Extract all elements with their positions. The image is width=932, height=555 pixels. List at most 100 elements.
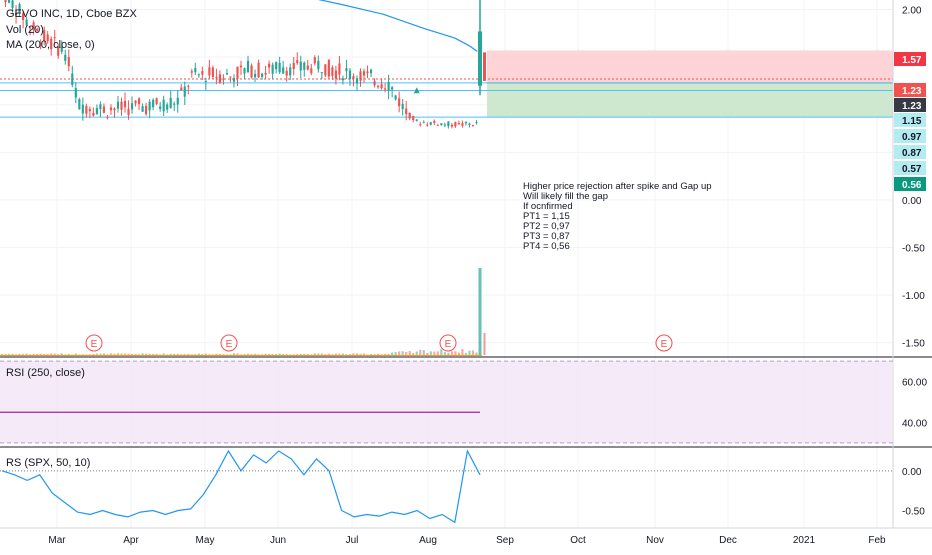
volume-bar xyxy=(29,354,32,355)
price-label-text: 1.23 xyxy=(902,101,922,112)
candle-body xyxy=(292,62,295,70)
annotation-line: Will likely fill the gap xyxy=(523,191,608,202)
candle-body xyxy=(166,104,169,110)
candle-body xyxy=(67,57,70,67)
volume-bar xyxy=(25,353,28,355)
volume-bar xyxy=(320,353,323,355)
candle-body xyxy=(433,120,436,123)
last-candle-body xyxy=(483,52,486,81)
candles xyxy=(4,0,486,129)
candle-body xyxy=(187,85,190,87)
candle-body xyxy=(18,4,21,13)
earnings-marker xyxy=(220,334,238,352)
rsi-tick-label: 40.00 xyxy=(902,418,927,429)
candle-body xyxy=(29,27,32,29)
rs-line xyxy=(1,449,481,524)
volume-bar xyxy=(355,353,359,355)
volume-bar xyxy=(222,354,225,355)
volume-bar xyxy=(391,352,394,355)
volume-bar xyxy=(187,353,190,355)
time-tick-label: Sep xyxy=(496,535,514,546)
volume-bar xyxy=(190,354,193,355)
candle-body xyxy=(145,105,148,115)
volume-bar xyxy=(260,354,264,355)
candle-body xyxy=(127,108,130,116)
ma-line xyxy=(318,0,478,52)
price-label-text: 1.15 xyxy=(902,116,922,127)
volume-bar xyxy=(39,353,42,355)
volume-bar xyxy=(278,353,281,355)
candle-body xyxy=(366,71,369,74)
rsi-title: RSI (250, close) xyxy=(6,367,85,379)
price-label-text: 0.56 xyxy=(902,180,922,191)
volume-bar xyxy=(289,354,292,355)
volume-bar xyxy=(14,354,18,355)
time-tick-label: Jul xyxy=(346,535,359,546)
price-label-box xyxy=(894,83,926,97)
price-label-box xyxy=(894,145,926,159)
candle-body xyxy=(46,34,49,42)
volume-bar xyxy=(345,354,348,355)
volume-bar xyxy=(43,353,46,355)
time-tick-label: 2021 xyxy=(793,535,816,546)
volume-bar xyxy=(201,354,204,355)
indicator-ma-label: MA (200, close, 0) xyxy=(6,39,95,51)
signal-triangle xyxy=(413,87,420,94)
volume-bar xyxy=(447,352,450,355)
candle-body xyxy=(471,125,475,127)
candle-body xyxy=(197,74,200,76)
candle-body xyxy=(71,73,74,85)
stop-loss-zone xyxy=(487,50,893,83)
volume-bar xyxy=(92,354,95,355)
volume-bar xyxy=(215,353,218,355)
candle-body xyxy=(50,38,53,50)
volume-bar xyxy=(443,352,446,355)
volume-bar xyxy=(4,354,7,355)
volume-bar xyxy=(429,351,432,355)
candle-body xyxy=(113,108,116,111)
volume-bar xyxy=(148,353,151,355)
candle-body xyxy=(155,98,158,104)
candle-body xyxy=(176,97,179,105)
volume-bar xyxy=(376,353,380,355)
chart-title: GEVO INC, 1D, Cboe BZX xyxy=(6,8,137,20)
candle-body xyxy=(457,122,461,124)
volume-bar xyxy=(457,352,461,355)
volume-bar xyxy=(324,354,327,355)
candle-body xyxy=(464,121,468,124)
candle-body xyxy=(162,99,165,112)
volume-bar xyxy=(412,353,415,355)
volume-bar xyxy=(127,353,130,355)
rs-title: RS (SPX, 50, 10) xyxy=(6,457,90,469)
candle-body xyxy=(313,57,316,64)
candle-body xyxy=(39,42,42,44)
candle-body xyxy=(92,112,95,116)
time-tick-label: Nov xyxy=(646,535,664,546)
candle-body xyxy=(232,77,236,82)
volume-bar xyxy=(331,354,334,355)
volume-bar xyxy=(436,351,439,355)
candle-body xyxy=(201,71,204,75)
volume-bar xyxy=(384,353,387,355)
volume-bar xyxy=(317,353,320,355)
candle-body xyxy=(95,108,98,115)
candle-body xyxy=(204,81,207,83)
candle-body xyxy=(440,123,443,126)
volume-bar xyxy=(18,353,21,355)
volume-bar xyxy=(239,354,243,355)
volume-bar xyxy=(116,353,120,355)
candle-body xyxy=(268,63,271,68)
volume-bar xyxy=(394,352,397,355)
volume-bar xyxy=(264,353,267,355)
candle-body xyxy=(426,124,429,126)
earnings-marker-label: E xyxy=(91,339,98,350)
candle-body xyxy=(141,106,144,112)
candle-body xyxy=(468,123,471,126)
candle-body xyxy=(253,73,257,78)
candle-body xyxy=(341,78,345,81)
volume-bar xyxy=(159,354,162,355)
indicator-volume-label: Vol (20) xyxy=(6,24,44,36)
candle-body xyxy=(352,76,355,79)
price-label-text: 0.87 xyxy=(902,148,922,159)
candle-body xyxy=(236,66,239,79)
